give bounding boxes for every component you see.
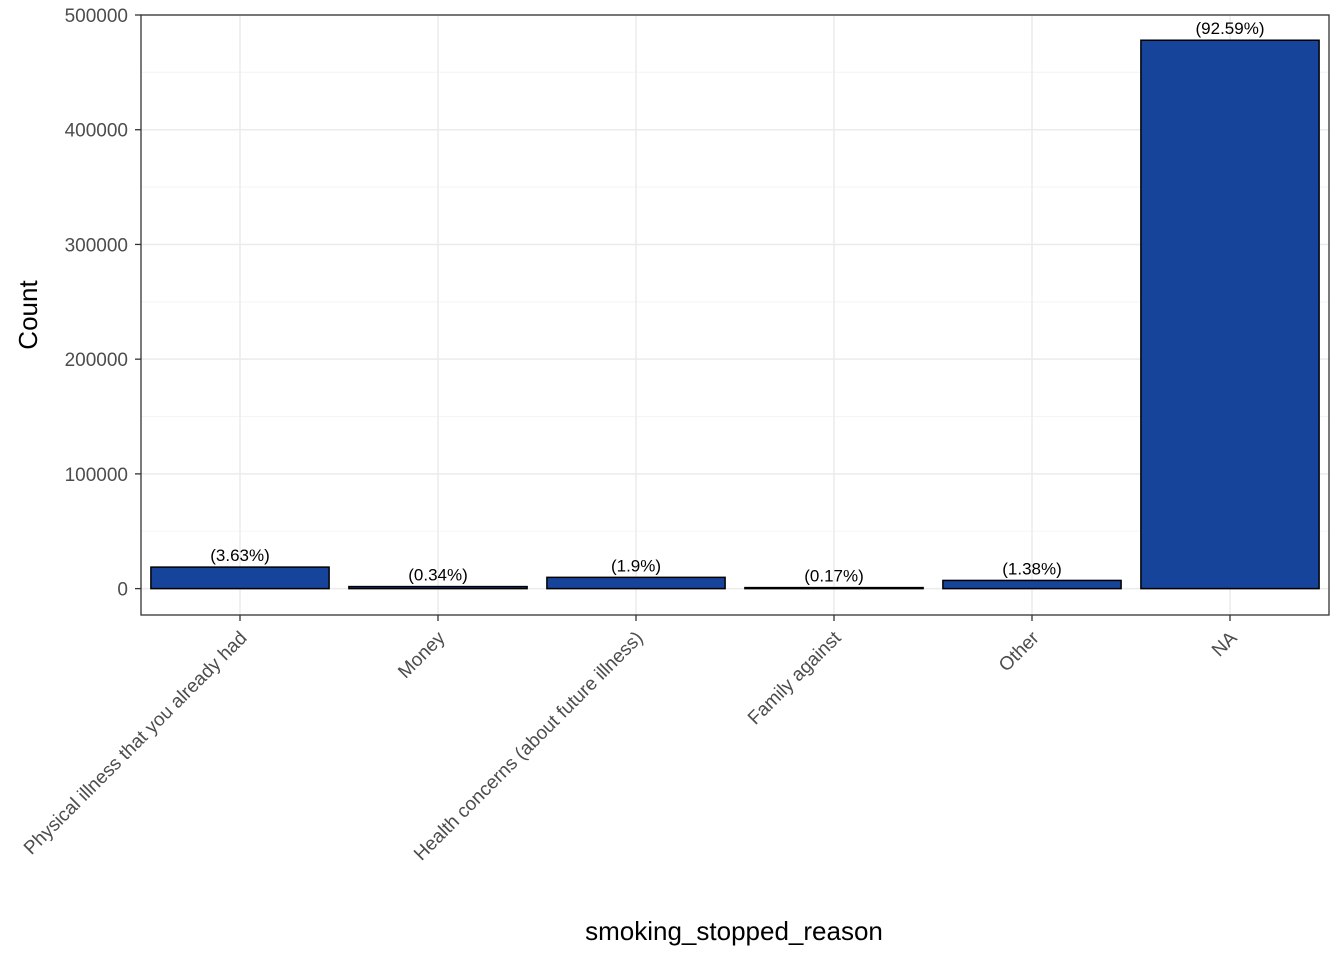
bar-value-labels: (3.63%) (0.34%) (1.9%) (0.17%) (1.38%) (92.59… bbox=[210, 19, 1264, 585]
bar-value-label: (1.9%) bbox=[611, 556, 661, 575]
y-axis-ticks: 0 100000 200000 300000 400000 500000 bbox=[65, 6, 141, 601]
x-tick-label: Physical illness that you already had bbox=[20, 628, 251, 859]
bar-value-label: (3.63%) bbox=[210, 546, 270, 565]
y-tick-label: 100000 bbox=[65, 465, 128, 486]
x-tick-label: Family against bbox=[744, 627, 846, 729]
bar-value-label: (92.59%) bbox=[1196, 19, 1265, 38]
x-tick-label: Money bbox=[394, 627, 450, 683]
bar-value-label: (0.17%) bbox=[804, 567, 864, 586]
x-tick-label: NA bbox=[1208, 627, 1242, 661]
plot-panel-border bbox=[140, 14, 1330, 616]
bar bbox=[942, 579, 1122, 590]
bar-value-label: (0.34%) bbox=[408, 566, 468, 585]
x-axis-ticks: Physical illness that you already had Mon… bbox=[20, 615, 1242, 865]
y-tick-label: 400000 bbox=[65, 121, 128, 142]
bar-value-label: (1.38%) bbox=[1002, 559, 1062, 578]
x-tick-label: Health concerns (about future illness) bbox=[410, 628, 647, 865]
y-tick-label: 200000 bbox=[65, 350, 128, 371]
bar bbox=[744, 586, 924, 590]
bars bbox=[150, 39, 1320, 590]
y-tick-label: 500000 bbox=[65, 6, 128, 27]
y-tick-label: 0 bbox=[117, 580, 128, 601]
bar bbox=[1140, 39, 1320, 590]
y-axis-title: Count bbox=[13, 280, 43, 350]
y-tick-label: 300000 bbox=[65, 235, 128, 256]
x-axis-title: smoking_stopped_reason bbox=[585, 916, 883, 946]
x-tick-label: Other bbox=[995, 627, 1044, 676]
bar bbox=[150, 566, 330, 590]
bar bbox=[546, 576, 726, 590]
bar bbox=[348, 585, 528, 590]
